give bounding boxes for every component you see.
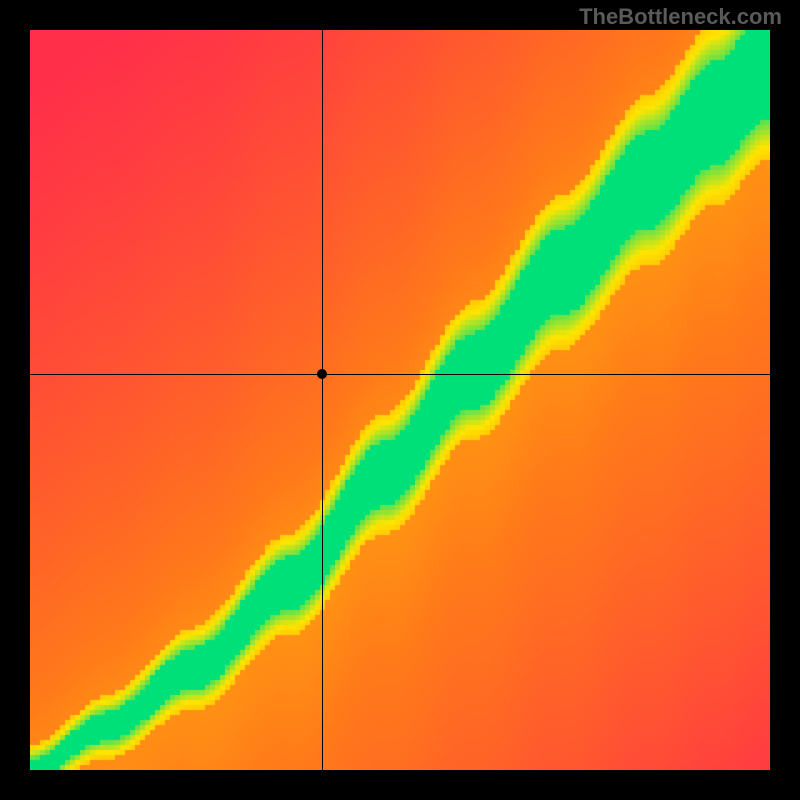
heatmap-canvas [30,30,770,770]
watermark-text: TheBottleneck.com [579,4,782,30]
crosshair-horizontal [30,374,770,375]
data-point-marker [317,369,327,379]
heatmap-plot [30,30,770,770]
chart-container: TheBottleneck.com [0,0,800,800]
crosshair-vertical [322,30,323,770]
